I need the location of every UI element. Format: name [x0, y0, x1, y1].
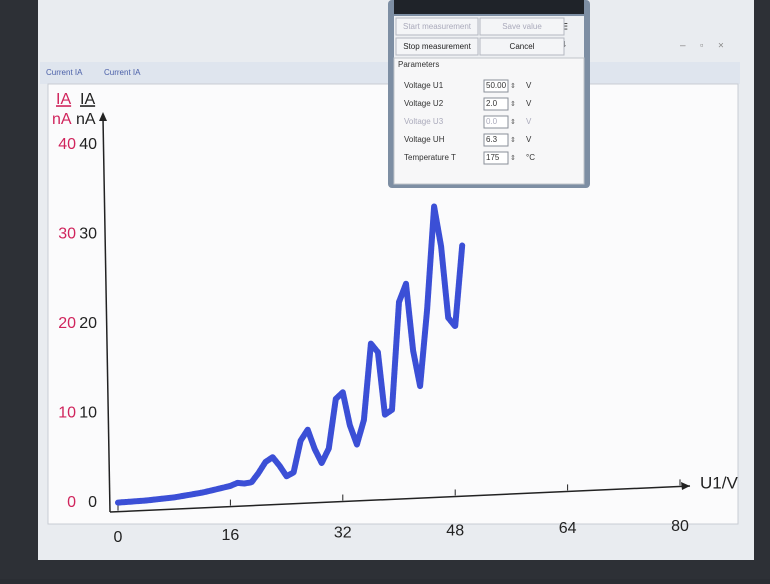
y2-tick-label: 30 [58, 226, 76, 243]
x-tick-label: 64 [559, 520, 577, 537]
y-tick-label: 0 [88, 494, 97, 511]
parameter-unit: V [526, 81, 532, 90]
parameter-label: Voltage U2 [404, 99, 444, 108]
spinner[interactable]: ⇕ [510, 118, 516, 126]
dialog-titlebar [394, 0, 584, 14]
x-tick-label: 32 [334, 525, 352, 542]
parameter-value[interactable]: 175 [486, 153, 500, 162]
close[interactable]: × [718, 41, 724, 52]
button-label[interactable]: Stop measurement [403, 42, 471, 51]
spinner[interactable]: ⇕ [510, 100, 516, 108]
parameter-unit: V [526, 135, 532, 144]
y-tick-label: 20 [79, 315, 97, 332]
y2-tick-label: 20 [58, 315, 76, 332]
spinner[interactable]: ⇕ [510, 154, 516, 162]
x-tick-label: 0 [114, 529, 123, 546]
x-tick-label: 80 [671, 518, 689, 535]
parameter-value[interactable]: 6.3 [486, 135, 498, 144]
parameter-unit: °C [526, 153, 535, 162]
maximize[interactable]: ▫ [700, 41, 704, 52]
parameter-value[interactable]: 0.0 [486, 117, 498, 126]
parameter-label: Temperature T [404, 153, 456, 162]
tab[interactable]: Current IA [46, 68, 83, 77]
tab[interactable]: Current IA [104, 68, 141, 77]
y-axis-unit: nA [76, 111, 96, 128]
parameter-unit: V [526, 99, 532, 108]
minimize[interactable]: – [680, 41, 686, 52]
button-label[interactable]: Cancel [510, 42, 535, 51]
page: Current IA Current IA – ▫ × U1/V IA nA IA nA… [0, 0, 770, 579]
y-tick-label: 10 [79, 405, 97, 422]
spinner[interactable]: ⇕ [510, 136, 516, 144]
y2-tick-label: 10 [58, 405, 76, 422]
parameter-unit: V [526, 117, 532, 126]
y-axis-label: IA [80, 91, 95, 108]
group-title: Parameters [398, 60, 439, 69]
screen: Current IA Current IA – ▫ × U1/V IA nA IA nA… [0, 0, 770, 579]
parameter-value[interactable]: 50.00 [486, 81, 507, 90]
y2-tick-label: 0 [67, 494, 76, 511]
parameter-value[interactable]: 2.0 [486, 99, 498, 108]
y2-tick-label: 40 [58, 136, 76, 153]
button-label[interactable]: Save value [502, 22, 542, 31]
button-label[interactable]: Start measurement [403, 22, 472, 31]
x-axis-label: U1/V [700, 473, 738, 492]
y-axis-unit: nA [52, 111, 72, 128]
x-tick-label: 48 [446, 522, 464, 539]
parameter-label: Voltage U1 [404, 81, 444, 90]
parameter-label: Voltage U3 [404, 117, 444, 126]
x-tick-label: 16 [222, 527, 240, 544]
spinner[interactable]: ⇕ [510, 82, 516, 90]
parameter-label: Voltage UH [404, 135, 445, 144]
y-tick-label: 30 [79, 226, 97, 243]
y-axis-label: IA [56, 91, 71, 108]
y-tick-label: 40 [79, 136, 97, 153]
